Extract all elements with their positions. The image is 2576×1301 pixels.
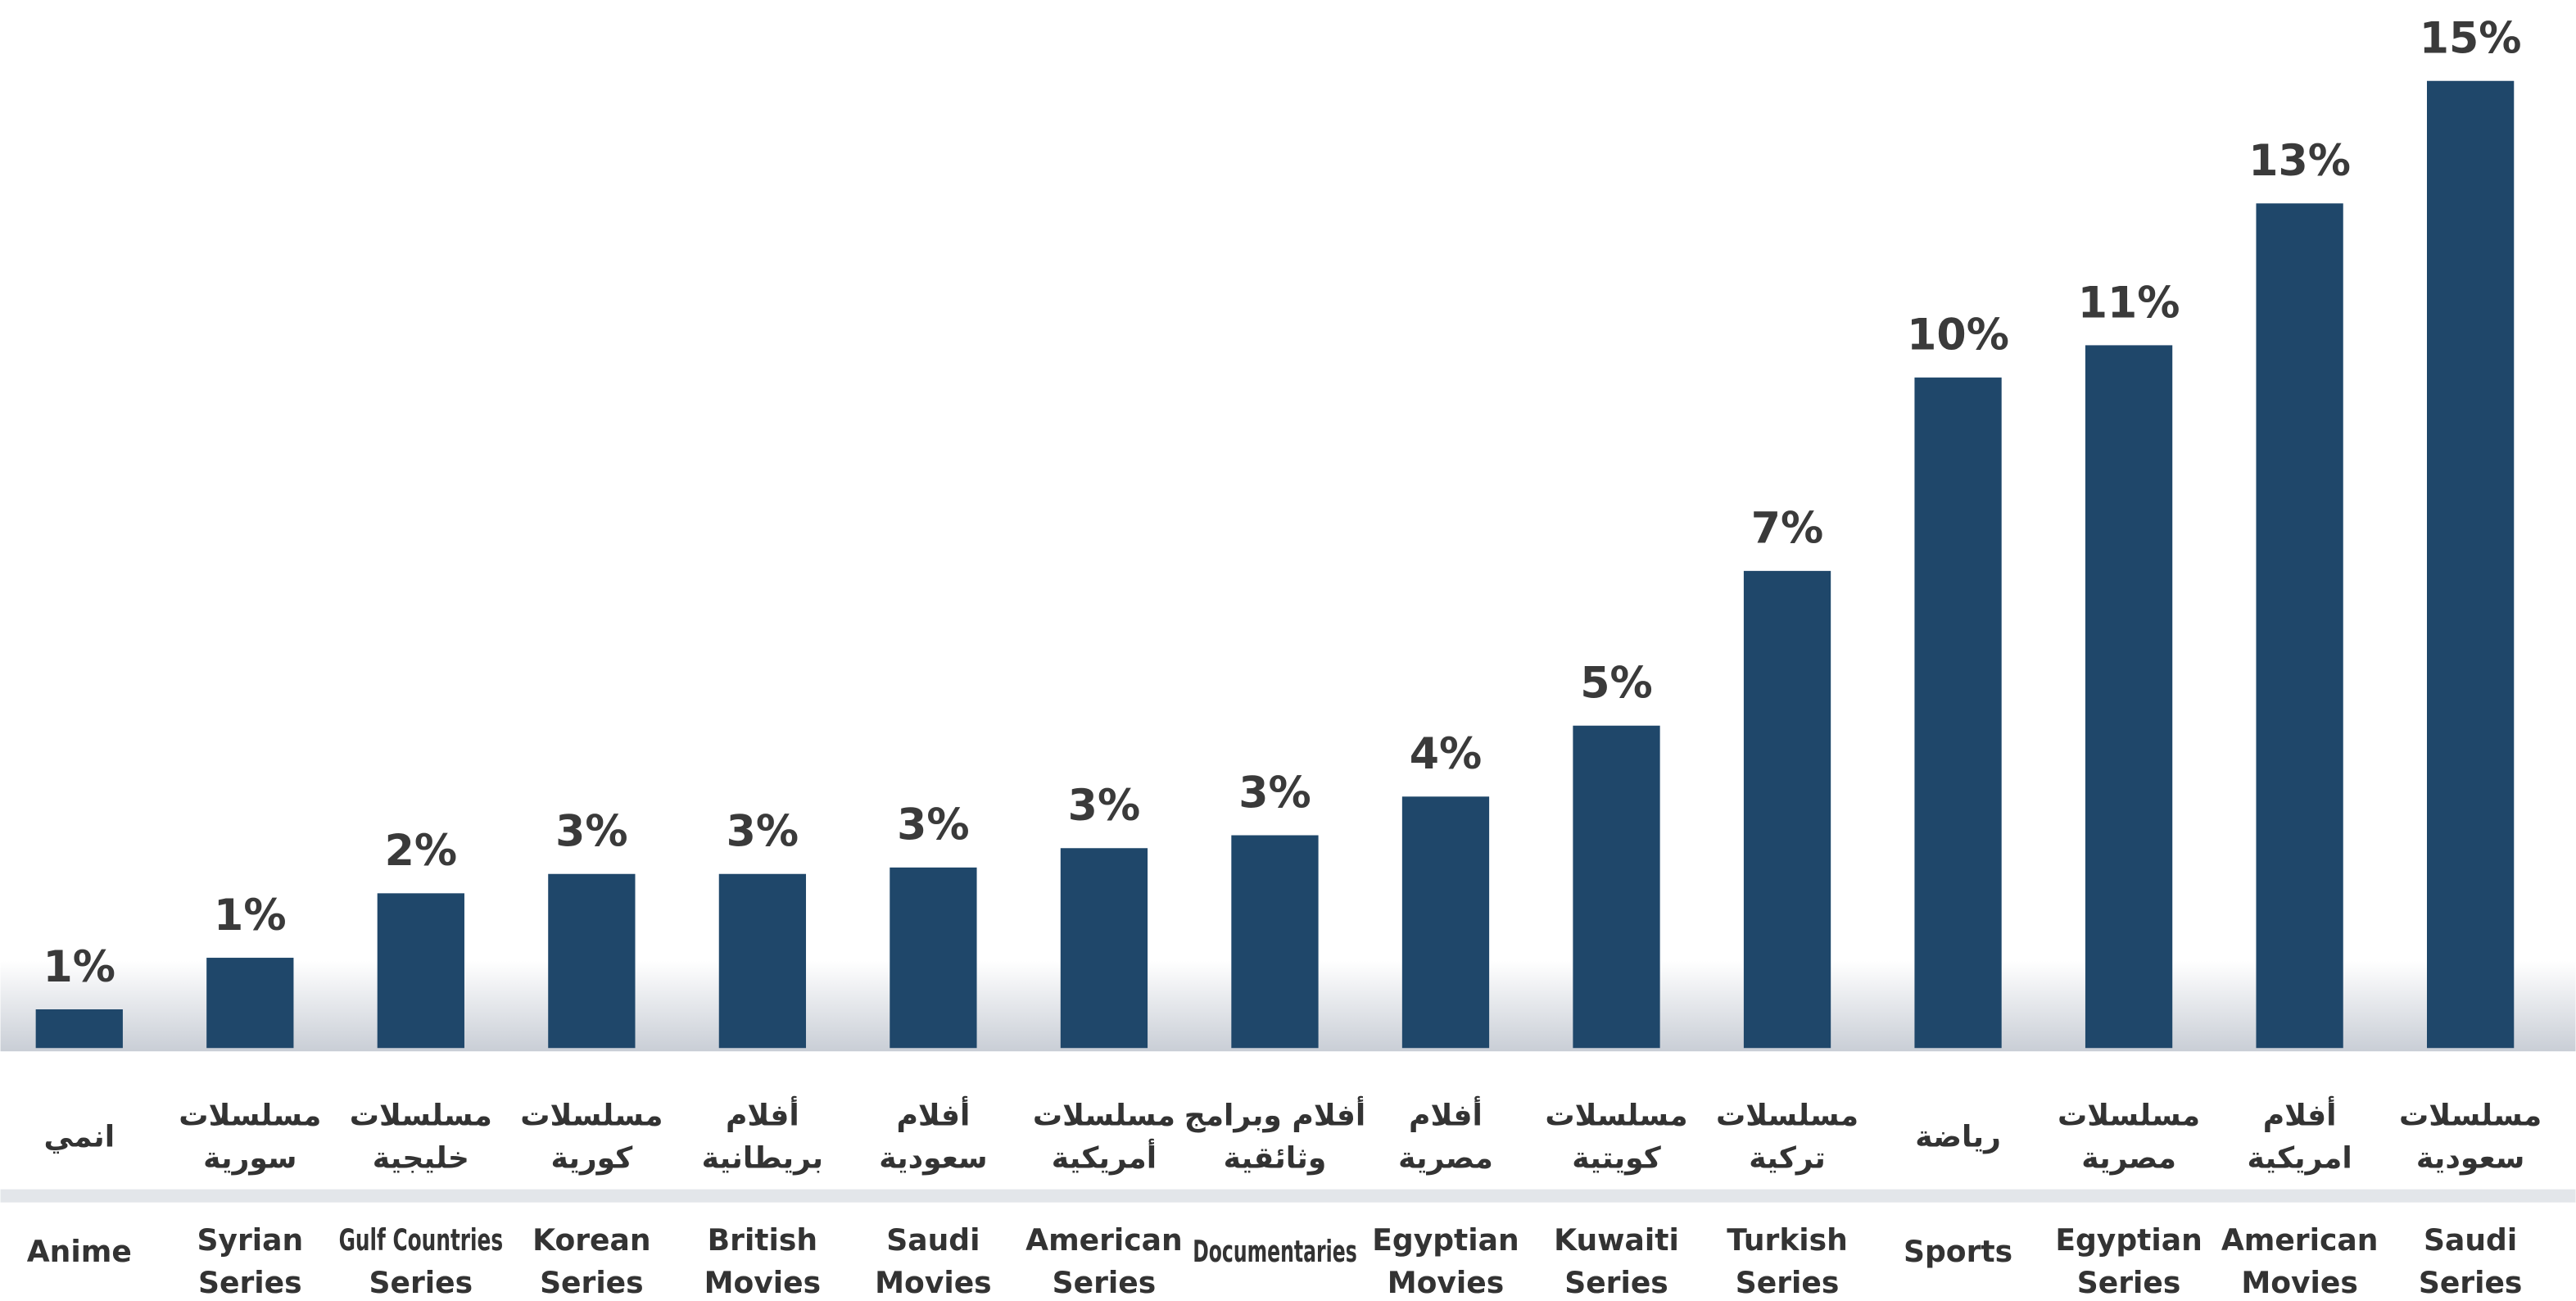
category-label-ar: سعودية (879, 1141, 987, 1176)
bar (2256, 203, 2343, 1049)
category-label-ar: أمريكية (1052, 1139, 1157, 1176)
category-label: Saudi (2424, 1223, 2517, 1258)
category-label-ar: مصرية (2081, 1141, 2176, 1176)
value-label: 1% (43, 943, 116, 992)
bar (1573, 725, 1660, 1049)
category-label-ar: كويتية (1572, 1141, 1661, 1176)
category-label-ar: مسلسلات (179, 1098, 321, 1132)
category-label: Series (1564, 1266, 1668, 1300)
separator (0, 1189, 2576, 1203)
category-label-ar: بريطانية (702, 1141, 823, 1176)
value-label: 3% (897, 801, 970, 850)
category-label: Syrian (197, 1223, 303, 1258)
category-label-ar: مسلسلات (2399, 1098, 2542, 1132)
bar (1060, 848, 1148, 1049)
category-label: Movies (704, 1266, 822, 1300)
bar (2427, 80, 2515, 1049)
bar (1914, 377, 2002, 1049)
value-label: 2% (385, 827, 458, 876)
category-label: Series (1736, 1266, 1840, 1300)
category-label: Kuwaiti (1554, 1223, 1679, 1258)
category-label-ar: أفلام (896, 1095, 970, 1132)
category-label: Series (198, 1266, 302, 1300)
value-label: 5% (1580, 660, 1653, 709)
category-label-ar: مسلسلات (350, 1098, 492, 1132)
category-label: Movies (875, 1266, 992, 1300)
value-label: 3% (1068, 782, 1141, 831)
category-label-ar: رياضة (1915, 1120, 2001, 1154)
bar (1401, 796, 1490, 1049)
bar (2085, 345, 2173, 1049)
category-label-ar: سورية (203, 1141, 297, 1176)
category-label: Gulf Countries (339, 1223, 504, 1258)
value-label: 1% (214, 891, 287, 941)
value-label: 11% (2078, 279, 2180, 328)
category-label: Anime (27, 1235, 132, 1269)
category-label-ar: تركية (1749, 1141, 1826, 1176)
value-label: 3% (1238, 768, 1311, 818)
value-label: 4% (1410, 730, 1483, 779)
category-label: Series (2077, 1266, 2181, 1300)
category-label-ar: مسلسلات (1033, 1098, 1175, 1132)
category-label-ar: مسلسلات (520, 1098, 663, 1132)
value-label: 3% (555, 808, 628, 857)
category-label: American (2221, 1223, 2379, 1258)
category-label: British (708, 1223, 817, 1258)
value-label: 15% (2420, 15, 2522, 64)
value-label: 7% (1751, 505, 1824, 554)
category-label: Egyptian (2055, 1223, 2202, 1258)
category-label: Saudi (886, 1223, 980, 1258)
value-label: 3% (727, 808, 799, 857)
bar (890, 867, 977, 1049)
category-label: Series (540, 1266, 644, 1300)
bar (718, 873, 807, 1049)
category-label: Movies (2241, 1266, 2358, 1300)
value-label: 13% (2248, 137, 2351, 186)
category-label-ar: خليجية (373, 1141, 469, 1176)
category-label: Series (2419, 1266, 2523, 1300)
category-label-ar: امريكية (2247, 1141, 2352, 1176)
category-label-ar: أفلام وبرامج (1184, 1095, 1366, 1132)
value-label: 10% (1907, 311, 2009, 360)
category-label-ar: مصرية (1398, 1141, 1493, 1176)
category-label: Egyptian (1372, 1223, 1519, 1258)
category-label: Turkish (1727, 1223, 1848, 1258)
category-label: Movies (1388, 1266, 1505, 1300)
category-label: Series (369, 1266, 473, 1300)
category-label-ar: سعودية (2416, 1141, 2524, 1176)
bar (377, 893, 464, 1049)
category-label: Series (1053, 1266, 1157, 1300)
category-label-ar: مسلسلات (1716, 1098, 1858, 1132)
bar (35, 1009, 123, 1049)
category-label: Korean (532, 1223, 650, 1258)
category-label-ar: كورية (550, 1141, 632, 1176)
bar (1743, 570, 1831, 1049)
category-label-ar: وثائقية (1224, 1141, 1327, 1176)
bar (1231, 835, 1319, 1049)
category-label-ar: مسلسلات (2058, 1098, 2200, 1132)
bar (206, 958, 294, 1049)
category-label: American (1025, 1223, 1183, 1258)
category-label-ar: أفلام (2263, 1095, 2337, 1132)
category-label: Documentaries (1193, 1235, 1357, 1269)
category-label: Sports (1904, 1235, 2012, 1269)
bar (548, 873, 636, 1049)
category-label-ar: انمي (43, 1120, 115, 1154)
category-label-ar: أفلام (1409, 1095, 1483, 1132)
category-label-ar: أفلام (726, 1095, 799, 1132)
category-label-ar: مسلسلات (1545, 1098, 1687, 1132)
